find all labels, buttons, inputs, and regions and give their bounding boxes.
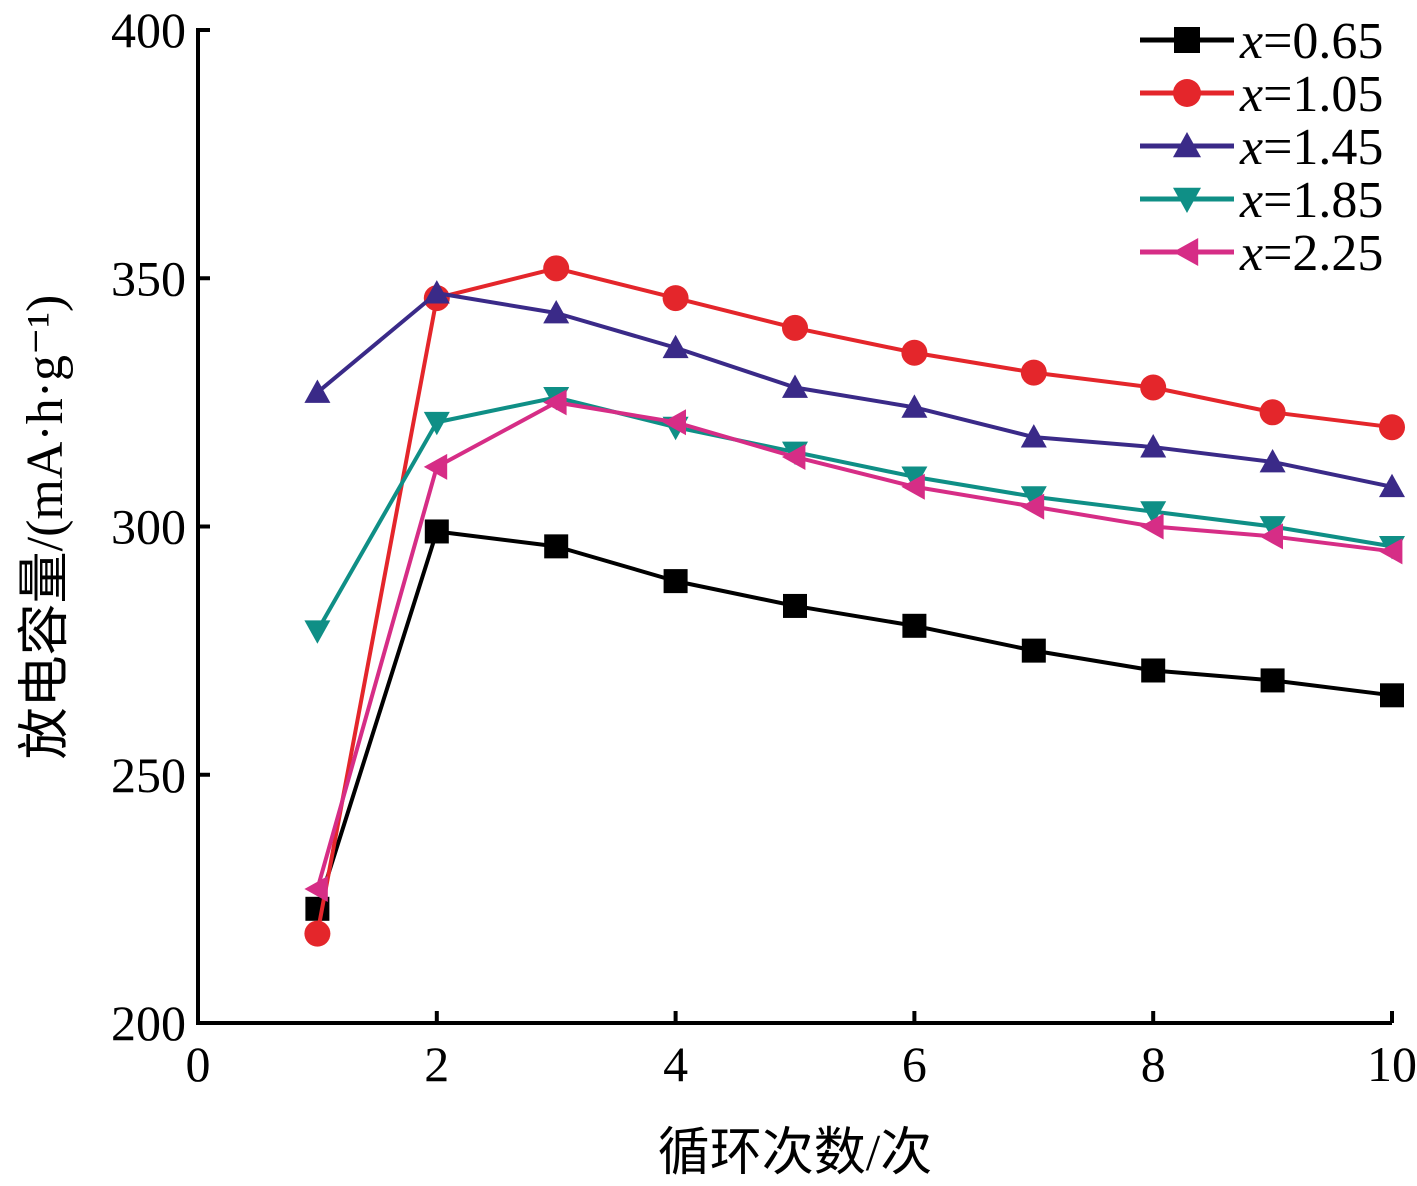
legend-item: x=1.85 xyxy=(1140,172,1383,229)
data-point-square xyxy=(1260,668,1285,693)
y-tick-label: 250 xyxy=(111,747,186,803)
series-4 xyxy=(304,387,1405,644)
data-point-square xyxy=(424,519,449,544)
data-point-triangle-up xyxy=(1173,132,1201,158)
legend-label: x=1.05 xyxy=(1239,66,1383,123)
y-tick-label: 300 xyxy=(111,499,186,555)
series-line xyxy=(315,395,1393,632)
legend-item: x=2.25 xyxy=(1140,225,1383,282)
data-point-triangle-down xyxy=(1259,516,1286,540)
data-point-triangle-down xyxy=(1140,501,1167,525)
data-point-triangle-up xyxy=(782,374,808,398)
data-point-circle xyxy=(1020,359,1047,386)
data-point-triangle-left xyxy=(304,875,328,902)
data-point-square xyxy=(1021,638,1046,663)
data-point-square xyxy=(1141,658,1166,683)
data-point-triangle-down xyxy=(1020,486,1047,510)
data-point-circle xyxy=(662,285,689,312)
data-point-triangle-left xyxy=(901,473,925,500)
data-point-square xyxy=(663,569,688,594)
x-tick-label: 4 xyxy=(663,1036,688,1092)
legend-label: x=2.25 xyxy=(1239,225,1383,282)
data-point-triangle-up xyxy=(543,300,570,324)
series-line xyxy=(315,266,1393,934)
y-axis-title: 放电容量/(mA·h·g⁻¹) xyxy=(17,295,74,760)
legend-item: x=1.05 xyxy=(1140,66,1383,123)
data-point-triangle-up xyxy=(1259,448,1286,473)
y-tick-label: 200 xyxy=(111,995,186,1051)
data-point-triangle-up xyxy=(662,334,689,359)
data-point-circle xyxy=(1140,374,1167,401)
x-tick-label: 0 xyxy=(186,1036,211,1092)
data-point-triangle-left xyxy=(1020,493,1045,520)
data-point-circle xyxy=(1173,79,1201,107)
data-point-triangle-up xyxy=(1379,473,1405,498)
y-tick-label: 400 xyxy=(111,2,186,58)
x-tick-label: 10 xyxy=(1367,1036,1417,1092)
data-point-circle xyxy=(543,255,570,282)
data-point-triangle-down xyxy=(304,620,331,644)
data-point-triangle-up xyxy=(304,379,331,403)
legend-label: x=1.45 xyxy=(1239,119,1383,176)
data-point-circle xyxy=(1379,414,1405,441)
data-point-square xyxy=(1380,683,1404,708)
data-point-triangle-left xyxy=(543,389,567,416)
data-point-triangle-left xyxy=(782,443,806,470)
x-tick-label: 2 xyxy=(424,1036,449,1092)
series-3 xyxy=(304,280,1405,498)
data-point-triangle-up xyxy=(1020,424,1047,448)
data-point-triangle-left xyxy=(1173,238,1199,266)
series-line xyxy=(315,529,1393,910)
legend-item: x=0.65 xyxy=(1140,13,1383,70)
data-point-circle xyxy=(304,920,331,947)
data-point-square xyxy=(544,534,569,559)
data-point-circle xyxy=(1259,399,1286,426)
data-point-triangle-up xyxy=(423,280,450,304)
legend-item: x=1.45 xyxy=(1140,119,1383,176)
series-2 xyxy=(304,255,1405,947)
series-line xyxy=(315,400,1393,890)
series-line xyxy=(316,291,1393,489)
x-axis-title: 循环次数/次 xyxy=(658,1125,932,1181)
series-5 xyxy=(304,389,1403,902)
data-point-circle xyxy=(782,314,808,341)
data-point-triangle-down xyxy=(901,466,928,490)
data-point-triangle-left xyxy=(662,409,686,436)
data-point-square xyxy=(1174,27,1200,53)
data-point-square xyxy=(902,613,927,638)
data-point-triangle-left xyxy=(423,453,448,480)
x-tick-label: 8 xyxy=(1141,1036,1166,1092)
data-point-triangle-down xyxy=(423,411,450,436)
data-point-triangle-left xyxy=(1379,538,1403,565)
data-point-square xyxy=(783,593,807,618)
y-tick-label: 350 xyxy=(111,250,186,306)
data-point-triangle-left xyxy=(1259,523,1283,550)
legend-label: x=0.65 xyxy=(1239,13,1383,70)
data-point-triangle-up xyxy=(901,394,928,418)
legend-label: x=1.85 xyxy=(1239,172,1383,229)
series-1 xyxy=(305,519,1404,921)
data-point-triangle-down xyxy=(1173,187,1201,213)
legend: x=0.65x=1.05x=1.45x=1.85x=2.25 xyxy=(1140,13,1383,282)
data-point-triangle-left xyxy=(1140,513,1164,540)
x-tick-label: 6 xyxy=(902,1036,927,1092)
data-point-circle xyxy=(901,339,928,366)
data-point-triangle-up xyxy=(1140,434,1167,458)
